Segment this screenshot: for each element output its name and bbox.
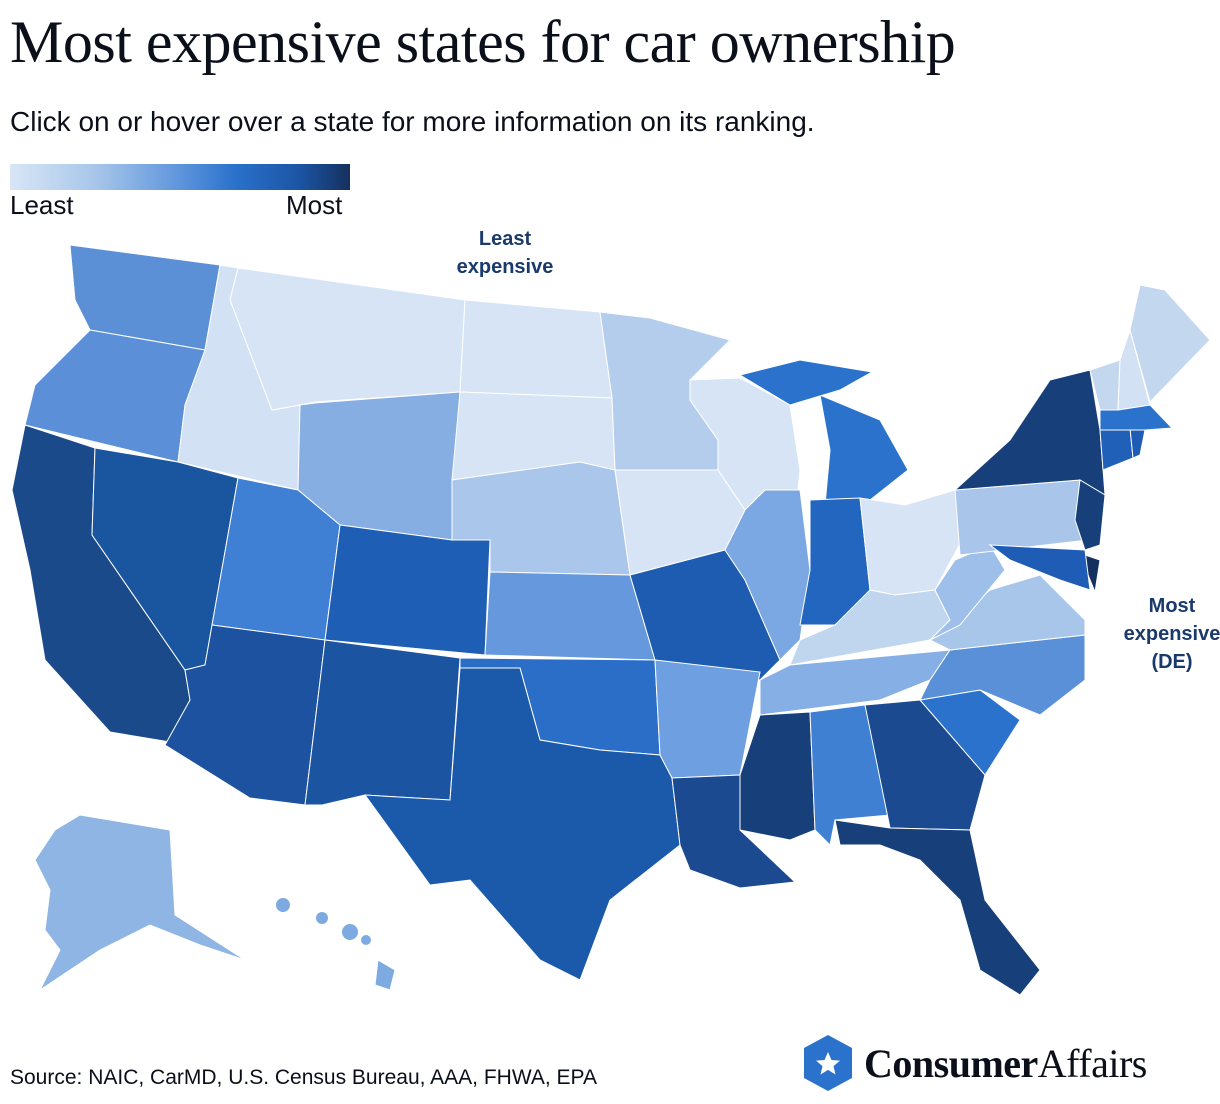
state-ri[interactable] [1129, 427, 1146, 459]
state-mi[interactable] [819, 394, 909, 506]
consumeraffairs-logo: ConsumerAffairs [802, 1033, 1147, 1093]
state-ar[interactable] [654, 659, 761, 779]
least-arrow-icon [384, 249, 433, 277]
state-ms[interactable] [739, 711, 816, 841]
legend-high-label: Most [286, 190, 343, 220]
state-hi-island[interactable] [316, 912, 328, 924]
state-wv[interactable] [929, 544, 1006, 641]
legend-gradient [10, 164, 350, 190]
state-hi-island[interactable] [276, 898, 290, 912]
state-nm[interactable] [304, 639, 461, 806]
state-ak[interactable] [34, 814, 246, 992]
state-md[interactable] [988, 544, 1091, 591]
state-miu[interactable] [738, 359, 874, 406]
legend-low-label: Least [10, 190, 74, 220]
source-note: Source: NAIC, CarMD, U.S. Census Bureau,… [10, 1066, 598, 1089]
state-va[interactable] [929, 574, 1086, 651]
state-pa[interactable] [954, 479, 1089, 556]
page-title: Most expensive states for car ownership [10, 9, 956, 75]
state-hi-island[interactable] [361, 935, 371, 945]
state-ct[interactable] [1099, 427, 1134, 471]
state-ga[interactable] [864, 699, 986, 831]
least-expensive-annotation: Least expensive [456, 228, 554, 278]
state-co[interactable] [324, 524, 491, 656]
anno-line: (DE) [1151, 651, 1193, 673]
state-nc[interactable] [919, 634, 1086, 716]
state-me[interactable] [1129, 284, 1211, 403]
star-hexagon-icon [804, 1035, 852, 1091]
state-nd[interactable] [459, 299, 613, 399]
state-ks[interactable] [484, 571, 656, 661]
state-hi[interactable] [374, 959, 396, 991]
subtitle: Click on or hover over a state for more … [10, 106, 815, 137]
most-arrow-icon [1103, 561, 1131, 581]
state-ny[interactable] [953, 369, 1106, 496]
anno-line: Most [1148, 595, 1196, 617]
anno-line: expensive [1123, 623, 1220, 645]
logo-wordmark: ConsumerAffairs [864, 1040, 1147, 1086]
state-tx[interactable] [363, 667, 681, 981]
state-nh[interactable] [1117, 328, 1151, 411]
state-nj[interactable] [1074, 479, 1106, 551]
state-fl[interactable] [834, 819, 1041, 996]
state-mt[interactable] [229, 267, 466, 411]
most-expensive-annotation: Most expensive (DE) [1122, 592, 1220, 676]
state-hi-island[interactable] [342, 924, 358, 940]
